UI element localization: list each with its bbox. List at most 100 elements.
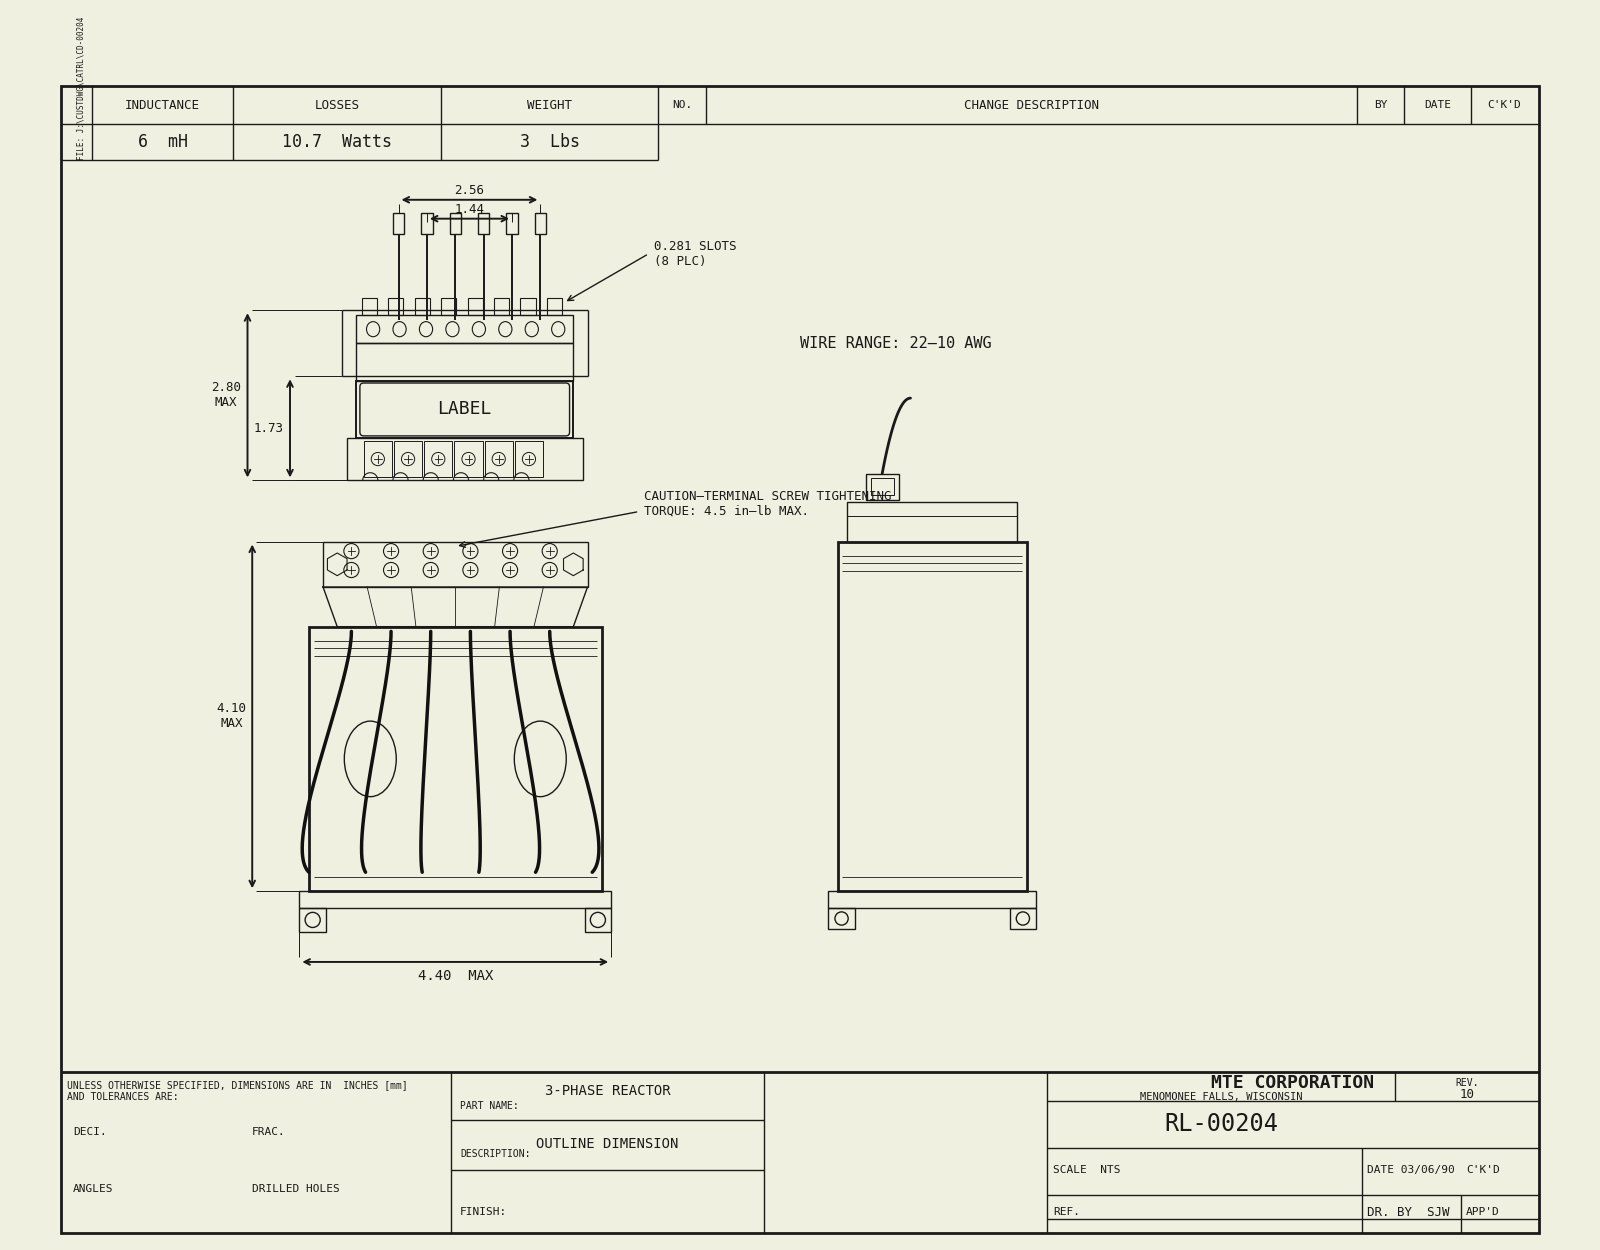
Bar: [357, 381, 573, 438]
Ellipse shape: [514, 721, 566, 796]
Bar: [478, 213, 490, 234]
Circle shape: [432, 452, 445, 466]
Ellipse shape: [525, 321, 538, 336]
Text: DR. BY  SJW: DR. BY SJW: [1366, 1206, 1450, 1219]
Text: DECI.: DECI.: [72, 1128, 107, 1138]
Text: DATE 03/06/90: DATE 03/06/90: [1366, 1165, 1454, 1175]
Ellipse shape: [394, 321, 406, 336]
Bar: [584, 908, 611, 931]
Circle shape: [384, 544, 398, 559]
Circle shape: [493, 452, 506, 466]
Ellipse shape: [366, 321, 379, 336]
Bar: [347, 438, 582, 480]
Text: FINISH:: FINISH:: [461, 1208, 507, 1218]
Ellipse shape: [472, 321, 485, 336]
Text: DATE: DATE: [1424, 100, 1451, 110]
Circle shape: [344, 544, 358, 559]
Text: DRILLED HOLES: DRILLED HOLES: [253, 1184, 339, 1194]
Text: 10: 10: [1459, 1088, 1474, 1101]
Circle shape: [542, 544, 557, 559]
Text: 2.56: 2.56: [454, 184, 485, 196]
Bar: [450, 213, 461, 234]
Text: C'K'D: C'K'D: [1466, 1165, 1499, 1175]
Bar: [534, 213, 546, 234]
Bar: [323, 541, 587, 588]
Bar: [357, 344, 573, 381]
Circle shape: [462, 562, 478, 578]
Text: 0.281 SLOTS
(8 PLC): 0.281 SLOTS (8 PLC): [654, 240, 736, 268]
Bar: [520, 298, 536, 315]
Bar: [414, 298, 430, 315]
Bar: [515, 440, 542, 478]
Text: PART NAME:: PART NAME:: [461, 1101, 518, 1111]
Text: 1.73: 1.73: [253, 421, 283, 435]
Bar: [299, 908, 326, 931]
Bar: [1010, 908, 1037, 929]
Circle shape: [462, 452, 475, 466]
Bar: [394, 440, 422, 478]
Text: INDUCTANCE: INDUCTANCE: [125, 99, 200, 111]
Circle shape: [502, 544, 518, 559]
Text: REV.: REV.: [1454, 1078, 1478, 1088]
Text: WIRE RANGE: 22–10 AWG: WIRE RANGE: 22–10 AWG: [800, 336, 992, 351]
Ellipse shape: [344, 721, 397, 796]
Text: REF.: REF.: [1053, 1208, 1080, 1218]
Circle shape: [402, 452, 414, 466]
Bar: [309, 626, 602, 891]
Bar: [506, 213, 518, 234]
Circle shape: [462, 544, 478, 559]
Text: 3-PHASE REACTOR: 3-PHASE REACTOR: [544, 1084, 670, 1099]
Bar: [848, 503, 1018, 541]
Text: MENOMONEE FALLS, WISCONSIN: MENOMONEE FALLS, WISCONSIN: [1139, 1092, 1302, 1102]
Bar: [494, 298, 509, 315]
Text: 6  mH: 6 mH: [138, 134, 187, 151]
Text: CHANGE DESCRIPTION: CHANGE DESCRIPTION: [963, 99, 1099, 111]
Circle shape: [590, 912, 605, 928]
Text: 10.7  Watts: 10.7 Watts: [282, 134, 392, 151]
Bar: [829, 891, 1037, 908]
Circle shape: [522, 452, 536, 466]
Text: 4.10
MAX: 4.10 MAX: [216, 703, 246, 730]
Bar: [454, 440, 483, 478]
Bar: [866, 474, 899, 500]
Bar: [424, 440, 453, 478]
Bar: [547, 298, 562, 315]
Text: 4.40  MAX: 4.40 MAX: [418, 969, 493, 982]
Bar: [389, 298, 403, 315]
Text: FRAC.: FRAC.: [253, 1128, 286, 1138]
Circle shape: [306, 912, 320, 928]
Circle shape: [542, 562, 557, 578]
Text: MTE CORPORATION: MTE CORPORATION: [1211, 1074, 1374, 1091]
Bar: [467, 298, 483, 315]
Text: APP'D: APP'D: [1466, 1208, 1499, 1218]
Text: FILE: J:\CUSTDWG\CATRL\CD-00204: FILE: J:\CUSTDWG\CATRL\CD-00204: [77, 16, 85, 160]
Circle shape: [835, 912, 848, 925]
Text: OUTLINE DIMENSION: OUTLINE DIMENSION: [536, 1138, 678, 1151]
Text: 3  Lbs: 3 Lbs: [520, 134, 579, 151]
Bar: [357, 315, 573, 344]
Text: C'K'D: C'K'D: [1488, 100, 1522, 110]
Ellipse shape: [419, 321, 432, 336]
Text: CAUTION–TERMINAL SCREW TIGHTENING
TORQUE: 4.5 in–lb MAX.: CAUTION–TERMINAL SCREW TIGHTENING TORQUE…: [645, 490, 891, 518]
Circle shape: [422, 544, 438, 559]
Circle shape: [344, 562, 358, 578]
Circle shape: [1016, 912, 1029, 925]
Text: ANGLES: ANGLES: [72, 1184, 114, 1194]
Text: UNLESS OTHERWISE SPECIFIED, DIMENSIONS ARE IN  INCHES [mm]
AND TOLERANCES ARE:: UNLESS OTHERWISE SPECIFIED, DIMENSIONS A…: [67, 1080, 408, 1101]
Ellipse shape: [446, 321, 459, 336]
Bar: [442, 298, 456, 315]
Text: WEIGHT: WEIGHT: [528, 99, 573, 111]
Ellipse shape: [499, 321, 512, 336]
Circle shape: [371, 452, 384, 466]
Bar: [363, 440, 392, 478]
Text: RL-00204: RL-00204: [1165, 1112, 1278, 1136]
Text: DESCRIPTION:: DESCRIPTION:: [461, 1149, 531, 1159]
Text: LABEL: LABEL: [437, 400, 491, 419]
Bar: [838, 541, 1027, 891]
FancyBboxPatch shape: [360, 382, 570, 436]
Text: 2.80
MAX: 2.80 MAX: [211, 381, 240, 409]
Circle shape: [422, 562, 438, 578]
Bar: [485, 440, 514, 478]
Ellipse shape: [552, 321, 565, 336]
Text: SCALE  NTS: SCALE NTS: [1053, 1165, 1120, 1175]
